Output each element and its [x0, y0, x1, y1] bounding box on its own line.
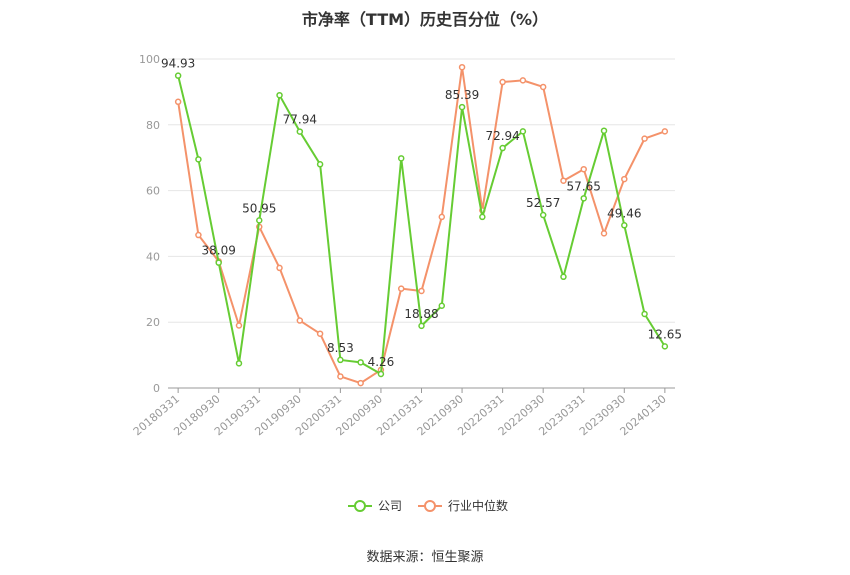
data-point	[316, 161, 324, 168]
y-tick-label: 40	[146, 250, 160, 263]
data-point	[235, 360, 243, 367]
data-point	[418, 322, 425, 330]
y-tick-label: 100	[139, 53, 160, 66]
data-point	[276, 264, 283, 272]
data-source-note: 数据来源：恒生聚源	[366, 550, 484, 565]
data-point	[397, 155, 405, 162]
y-tick-label: 20	[146, 316, 160, 329]
data-point	[519, 77, 527, 84]
data-point	[195, 156, 202, 163]
data-point	[438, 213, 446, 221]
data-point	[560, 273, 567, 281]
y-tick-label: 60	[146, 185, 160, 198]
data-point	[479, 213, 486, 221]
data-point	[256, 217, 263, 224]
data-point	[499, 144, 506, 152]
data-point	[357, 379, 364, 387]
data-point	[641, 135, 648, 142]
data-point	[438, 302, 446, 309]
legend-marker	[424, 500, 436, 512]
series-line	[177, 75, 666, 375]
data-point	[600, 230, 608, 237]
series-line	[177, 66, 666, 385]
data-point	[621, 222, 628, 229]
data-label: 85.39	[445, 88, 479, 102]
y-axis-ticks: 0 20 40 60 80 100	[139, 53, 160, 395]
data-label: 38.09	[202, 244, 236, 258]
data-point	[641, 310, 648, 318]
data-point	[174, 72, 182, 79]
data-point	[661, 128, 669, 135]
data-point	[337, 356, 344, 364]
y-tick-label: 0	[153, 382, 160, 395]
data-label: 8.53	[327, 341, 354, 355]
legend-label: 公司	[378, 499, 402, 513]
data-point	[539, 83, 547, 91]
data-point	[296, 317, 304, 324]
data-label: 49.46	[607, 206, 641, 220]
data-point	[600, 127, 608, 134]
data-point	[195, 231, 202, 239]
data-label: 77.94	[283, 113, 317, 127]
data-point	[337, 373, 344, 380]
data-label: 4.26	[368, 355, 395, 369]
data-point	[661, 343, 669, 350]
data-label: 72.94	[485, 129, 519, 143]
x-axis: 2018033120180930201903312019093020200331…	[131, 387, 675, 438]
data-point	[458, 63, 466, 71]
data-point	[519, 128, 527, 135]
legend-item-1[interactable]: 行业中位数	[418, 498, 508, 513]
data-label: 94.93	[161, 57, 195, 71]
data-point	[296, 128, 304, 135]
data-point	[377, 370, 385, 378]
data-point	[276, 91, 283, 99]
series-1	[174, 63, 669, 387]
data-point	[215, 259, 222, 266]
data-point	[621, 175, 628, 183]
data-label: 52.57	[526, 196, 560, 210]
y-tick-label: 80	[146, 119, 160, 132]
chart-title: 市净率（TTM）历史百分位（%）	[301, 10, 549, 29]
series-layer	[174, 63, 669, 387]
data-point	[580, 165, 587, 173]
data-label: 18.88	[404, 307, 438, 321]
data-point	[397, 285, 405, 292]
legend-item-0[interactable]: 公司	[348, 499, 402, 513]
legend-marker	[354, 500, 366, 512]
data-point	[499, 78, 506, 86]
data-point	[580, 195, 587, 202]
data-point	[316, 330, 324, 337]
data-label: 12.65	[648, 327, 682, 341]
data-point	[539, 211, 547, 219]
data-point	[458, 103, 466, 111]
data-point	[174, 98, 182, 106]
data-label: 50.95	[242, 201, 276, 215]
data-point	[418, 287, 425, 295]
data-point	[357, 359, 364, 366]
data-label: 57.65	[567, 179, 601, 193]
data-point	[235, 322, 243, 329]
data-point	[560, 177, 567, 184]
data-labels: 94.93 38.09 50.95 77.94 8.53 4.26 18.88 85.39 72…	[161, 57, 682, 369]
legend[interactable]: 公司 行业中位数	[348, 498, 508, 513]
legend-label: 行业中位数	[448, 498, 508, 513]
series-0	[174, 72, 669, 378]
